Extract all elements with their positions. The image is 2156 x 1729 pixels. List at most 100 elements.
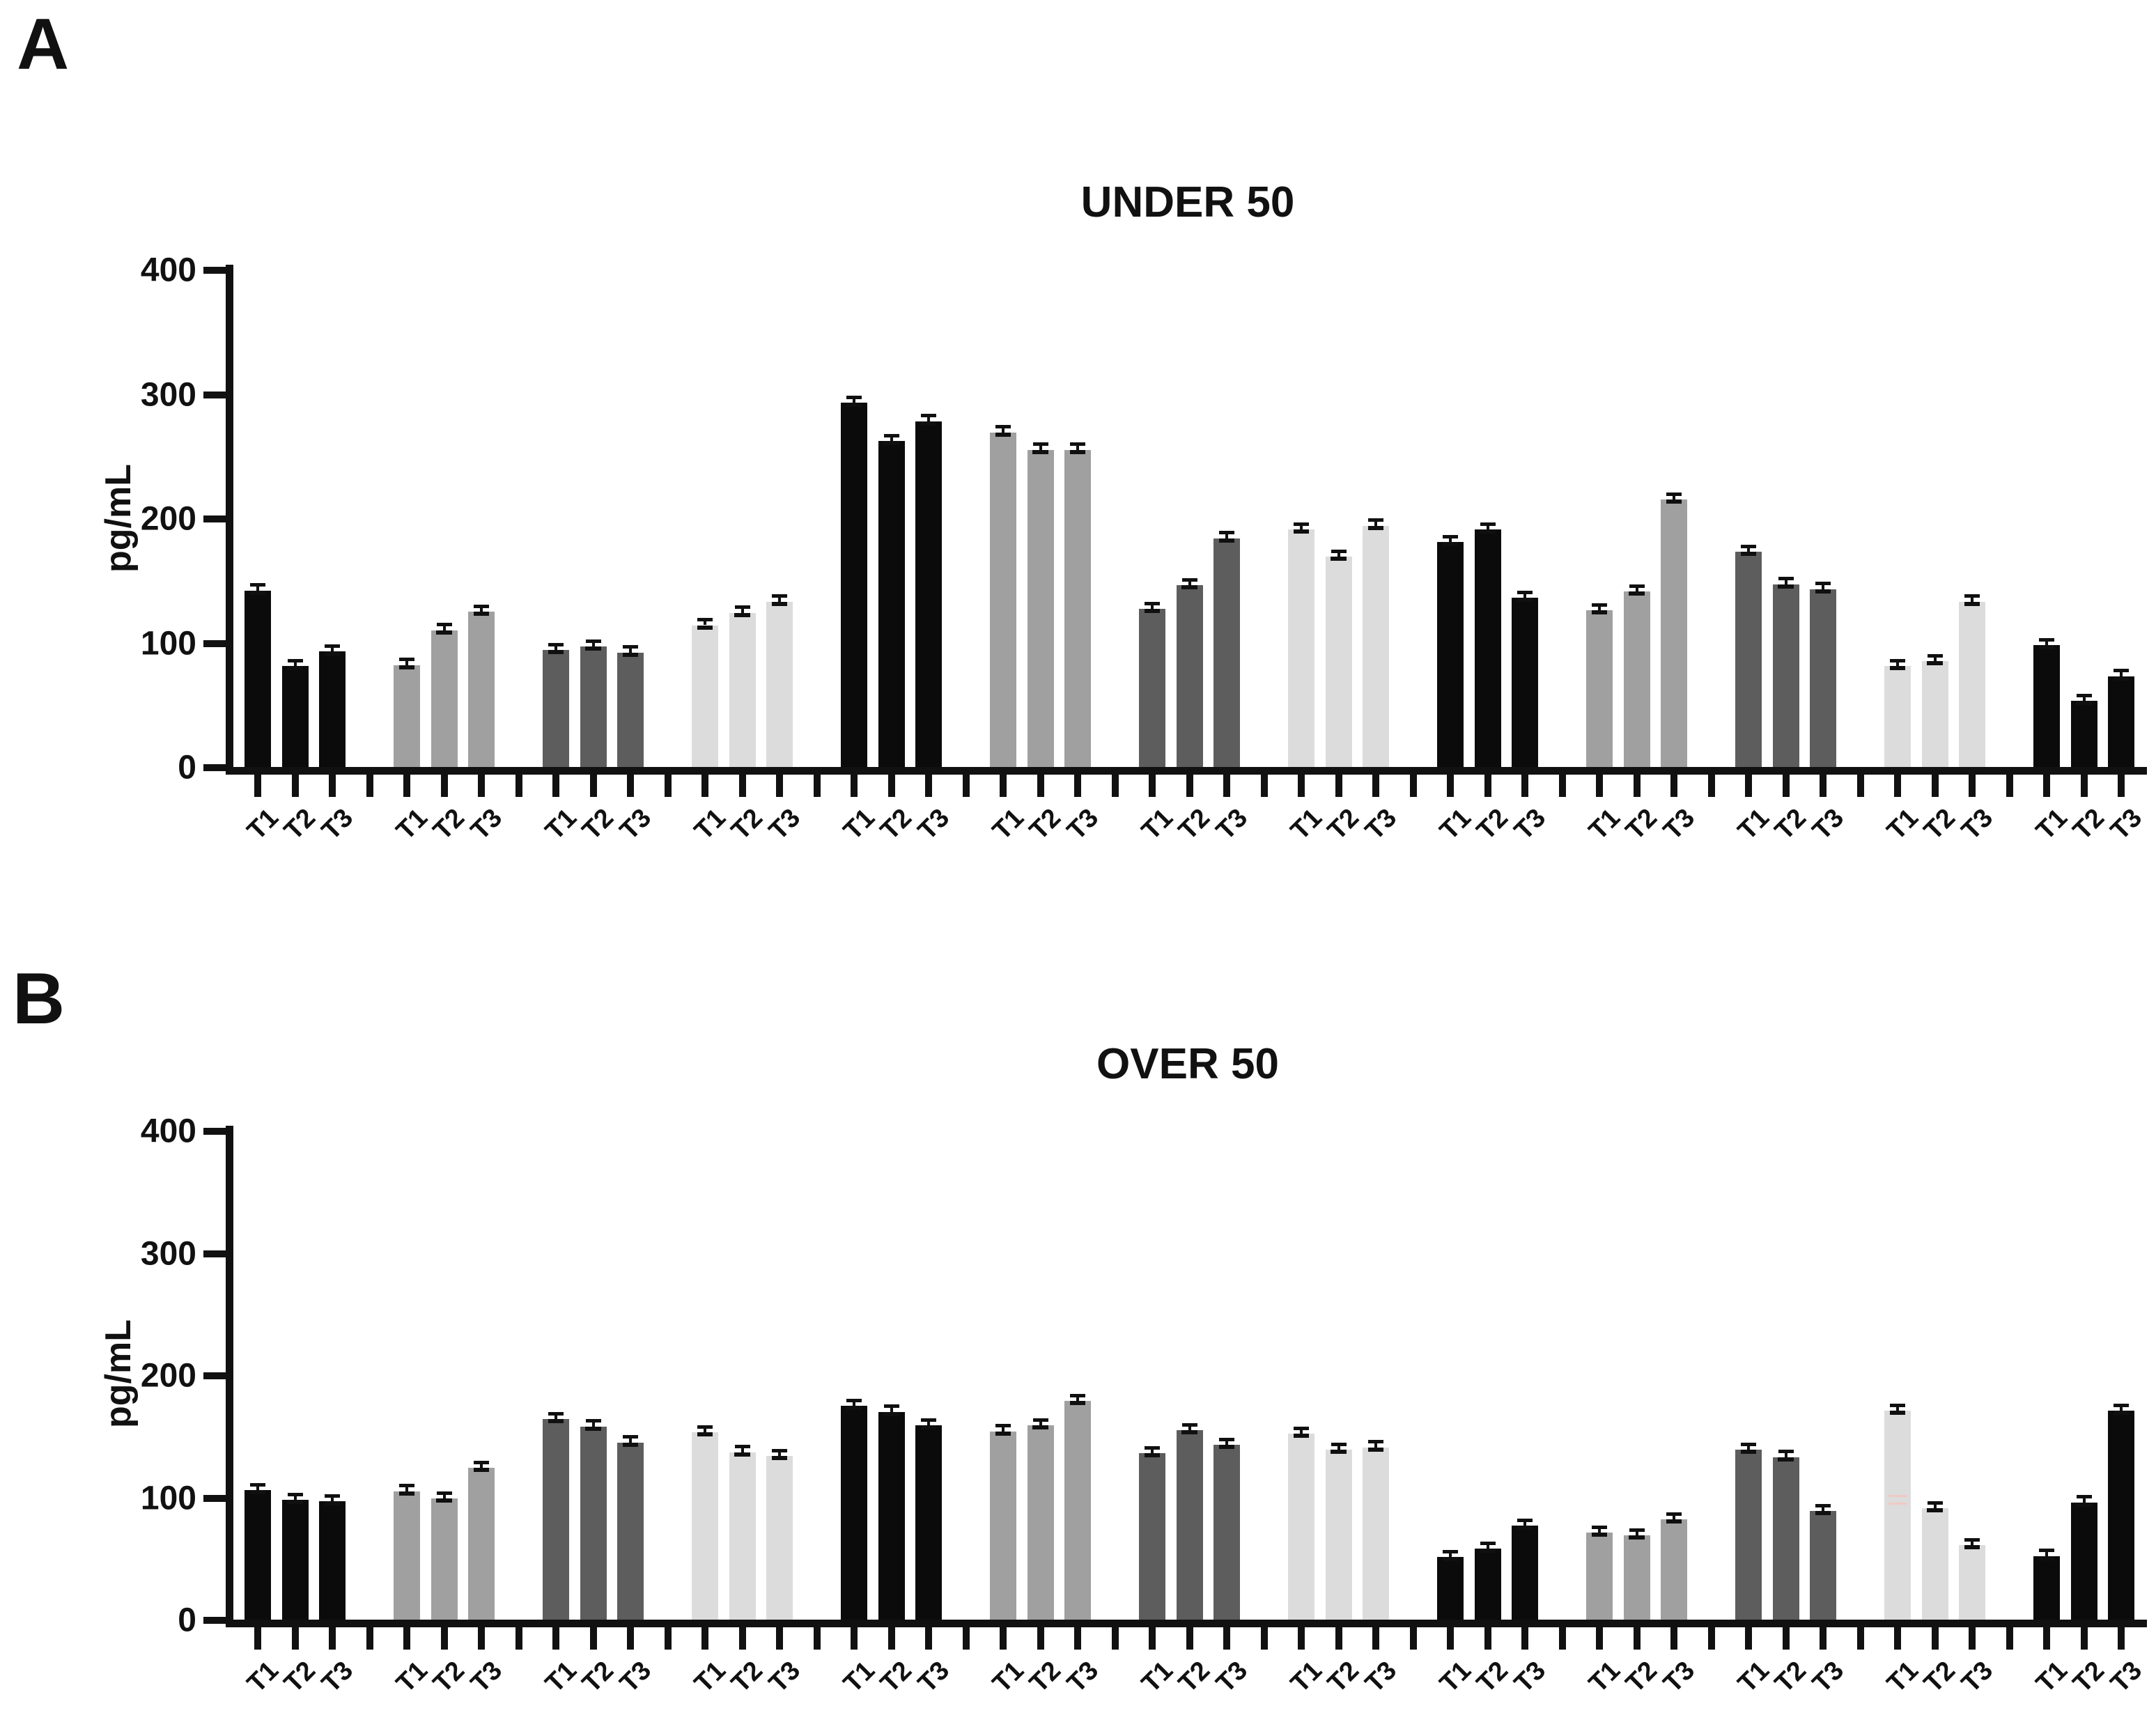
error-bar-cap [697, 1425, 713, 1429]
bar-a-g2-t2 [431, 630, 458, 767]
x-tick-label: T3 [1806, 1656, 1849, 1699]
bar-b-g11-t2 [1772, 1457, 1799, 1620]
error-bar-cap [1294, 522, 1309, 526]
x-axis-tick [776, 1627, 783, 1650]
error-bar-stem [1225, 1439, 1228, 1445]
bar-b-g11-t1 [1735, 1450, 1762, 1620]
bar-a-g7-t3 [1213, 538, 1240, 767]
y-tick-label: 200 [140, 500, 196, 538]
x-axis-tick [627, 775, 634, 797]
error-bar-stem [1933, 1503, 1937, 1509]
error-bar-cap [883, 433, 899, 437]
error-bar-cap [325, 644, 340, 648]
bar-b-g2-t2 [431, 1498, 458, 1620]
x-axis-tick [776, 775, 783, 797]
x-axis-tick [1335, 1627, 1342, 1650]
bar-b-g11-t3 [1810, 1510, 1836, 1620]
x-axis-tick [701, 775, 708, 797]
y-tick-label: 300 [140, 1235, 196, 1272]
bar-top-cap [1293, 1434, 1310, 1439]
bar-b-g3-t1 [543, 1419, 569, 1620]
y-tick [203, 267, 226, 274]
bar-top-cap [1889, 666, 1906, 671]
x-axis-tick [1931, 1627, 1939, 1650]
y-tick-label: 0 [178, 1602, 196, 1639]
bar-a-g6-t2 [1027, 449, 1054, 767]
bar-top-cap [1032, 449, 1048, 454]
error-bar-stem [1374, 520, 1377, 526]
x-axis-tick [2006, 775, 2013, 797]
x-axis-tick [1447, 1627, 1454, 1650]
bar-top-cap [1181, 585, 1197, 590]
bar-top-cap [1144, 1453, 1161, 1458]
y-tick [203, 1128, 226, 1135]
error-bar-stem [2120, 670, 2123, 676]
bar-b-g7-t1 [1139, 1453, 1165, 1620]
x-axis-tick [887, 1627, 895, 1650]
x-axis-tick [2043, 1627, 2050, 1650]
x-tick-label: T3 [912, 1656, 955, 1699]
error-bar-cap [399, 658, 414, 662]
error-bar-stem [927, 415, 930, 421]
bar-b-g13-t3 [2108, 1410, 2134, 1620]
error-bar-cap [1032, 1418, 1048, 1422]
error-bar-stem [331, 1495, 334, 1501]
bar-top-cap [2038, 1556, 2055, 1560]
error-bar-stem [1933, 655, 1937, 662]
error-bar-stem [554, 1413, 557, 1420]
error-bar-stem [1971, 596, 1973, 602]
bar-a-g2-t1 [394, 665, 420, 767]
bar-b-g12-t2 [1921, 1508, 1948, 1620]
error-bar-stem [1225, 532, 1228, 538]
x-axis-tick [552, 775, 559, 797]
x-axis-tick [887, 775, 895, 797]
bar-b-g4-t3 [766, 1455, 793, 1620]
x-axis-tick [1298, 775, 1305, 797]
bar-top-cap [287, 666, 303, 671]
error-bar-cap [548, 642, 564, 646]
x-axis-tick [1820, 775, 1827, 797]
bar-a-g5-t2 [878, 441, 905, 767]
x-axis-tick [701, 1627, 708, 1650]
x-axis-tick [1596, 1627, 1603, 1650]
x-axis-tick [478, 775, 485, 797]
error-bar-cap [1890, 1403, 1905, 1407]
bar-top-cap [734, 1452, 750, 1457]
error-bar-cap [883, 1404, 899, 1409]
error-bar-stem [591, 1420, 595, 1427]
error-bar-stem [1673, 493, 1675, 500]
x-axis-tick [2006, 1627, 2013, 1650]
error-bar-stem [442, 1492, 446, 1499]
x-axis-tick [1820, 1627, 1827, 1650]
error-bar-cap [1778, 577, 1794, 581]
x-axis-tick [440, 1627, 448, 1650]
x-axis-tick [291, 1627, 299, 1650]
error-bar-stem [1822, 583, 1824, 589]
error-bar-cap [995, 425, 1011, 429]
bar-b-g10-t2 [1623, 1535, 1650, 1620]
error-bar-stem [1635, 585, 1638, 592]
bar-a-g13-t2 [2070, 701, 2097, 767]
bar-top-cap [920, 421, 937, 426]
error-bar-stem [480, 1462, 483, 1468]
bar-top-cap [1144, 609, 1161, 614]
error-bar-stem [1747, 545, 1750, 552]
x-axis-tick [1111, 775, 1119, 797]
error-bar-cap [1890, 659, 1905, 663]
x-axis-tick [1260, 1627, 1268, 1650]
bar-top-cap [1480, 529, 1496, 534]
bar-top-cap [249, 590, 266, 595]
error-bar-stem [1784, 1451, 1787, 1457]
error-bar-stem [1486, 1542, 1489, 1549]
bar-a-g13-t3 [2108, 676, 2134, 767]
error-bar-cap [921, 414, 936, 418]
x-axis-tick [366, 775, 373, 797]
x-axis-tick [1074, 775, 1081, 797]
y-tick [203, 639, 226, 647]
x-axis-tick [254, 775, 261, 797]
x-axis-tick [329, 775, 336, 797]
error-bar-cap [287, 659, 303, 663]
error-bar-cap [1517, 1518, 1533, 1522]
bar-b-g12-t1 [1884, 1410, 1911, 1620]
error-bar-stem [2082, 695, 2086, 701]
